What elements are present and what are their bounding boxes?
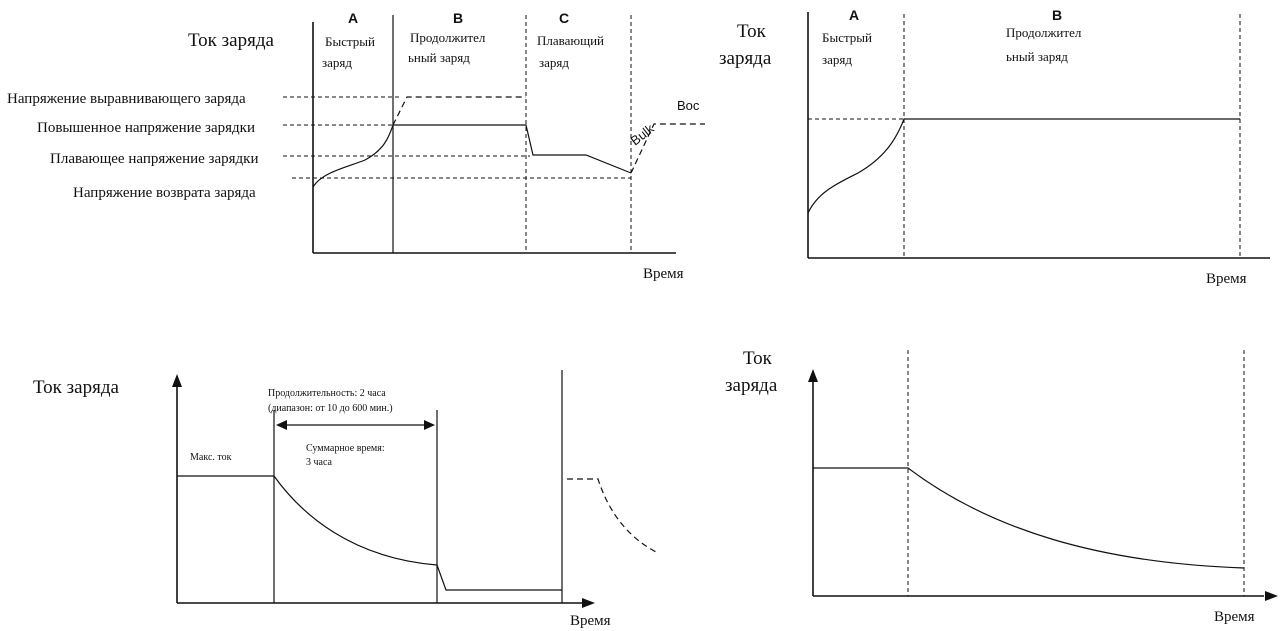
d3-x-axis-label: Время (570, 613, 611, 629)
d4-x-axis-label: Время (1214, 609, 1255, 625)
d2-current-curve (807, 118, 1240, 214)
d3-interval-arrow-right (424, 420, 435, 430)
d1-boc-label: Boc (677, 98, 700, 113)
d1-stage-b-line2: ьный заряд (408, 50, 470, 65)
d1-stage-c-line1: Плавающий (537, 33, 604, 48)
d1-level-return-label: Напряжение возврата заряда (73, 185, 256, 201)
d3-total-line2: 3 часа (306, 457, 333, 468)
diagram-constant-then-taper: Ток заряда Время (725, 348, 1278, 625)
d1-stage-a-letter: A (348, 10, 358, 26)
d2-stage-b-line1: Продолжител (1006, 25, 1082, 40)
d3-duration-line2: (диапазон: от 10 до 600 мин.) (268, 403, 393, 414)
d1-stage-b-letter: B (453, 10, 463, 26)
d3-y-axis-label: Ток заряда (33, 377, 120, 398)
d1-stage-b-line1: Продолжител (410, 30, 486, 45)
d2-stage-a-letter: A (849, 7, 859, 23)
d1-level-boost-label: Повышенное напряжение зарядки (37, 120, 255, 136)
diagram-timed-charge: Ток заряда Время Продолжительность: 2 ча… (33, 370, 657, 629)
d1-stage-c-letter: C (559, 10, 569, 26)
d2-stage-b-letter: B (1052, 7, 1062, 23)
d3-max-current-label: Макс. ток (190, 452, 232, 463)
d4-current-curve (813, 467, 1245, 569)
d1-equalize-path (392, 96, 526, 126)
d1-stage-a-line2: заряд (322, 55, 352, 70)
d2-stage-a-line1: Быстрый (822, 30, 872, 45)
d2-stage-a-line2: заряд (822, 52, 852, 67)
d2-x-axis-label: Время (1206, 271, 1247, 287)
d3-total-line1: Суммарное время: (306, 443, 385, 454)
d2-stage-b-line2: ьный заряд (1006, 49, 1068, 64)
diagram-two-stage: Ток заряда Время A Быстрый заряд B Продо… (719, 7, 1270, 287)
diagram-voltage-stages: Ток заряда Время A Быстрый заряд B Продо… (7, 10, 705, 282)
d1-stage-c-line2: заряд (539, 55, 569, 70)
d1-x-axis-label: Время (643, 266, 684, 282)
d4-y-axis-label-line1: Ток (743, 348, 773, 369)
d1-bulk-label: Bulk (628, 121, 658, 149)
d1-level-equalize-label: Напряжение выравнивающего заряда (7, 91, 246, 107)
d1-stage-a-line1: Быстрый (325, 34, 375, 49)
d2-y-axis-label-line2: заряда (719, 48, 772, 69)
d1-level-float-label: Плавающее напряжение зарядки (50, 151, 258, 167)
d2-y-axis-label-line1: Ток (737, 21, 767, 42)
d3-duration-line1: Продолжительность: 2 часа (268, 388, 386, 399)
d3-current-curve (177, 475, 562, 591)
d4-y-axis-arrow (808, 369, 818, 382)
d1-recovery-path (630, 123, 705, 174)
d3-next-cycle-path (567, 478, 657, 553)
d3-interval-arrow-left (276, 420, 287, 430)
d4-y-axis-label-line2: заряда (725, 375, 778, 396)
d4-x-axis-arrow (1265, 591, 1278, 601)
d3-y-axis-arrow (172, 374, 182, 387)
d3-x-axis-arrow (582, 598, 595, 608)
d1-y-axis-label: Ток заряда (188, 30, 275, 51)
